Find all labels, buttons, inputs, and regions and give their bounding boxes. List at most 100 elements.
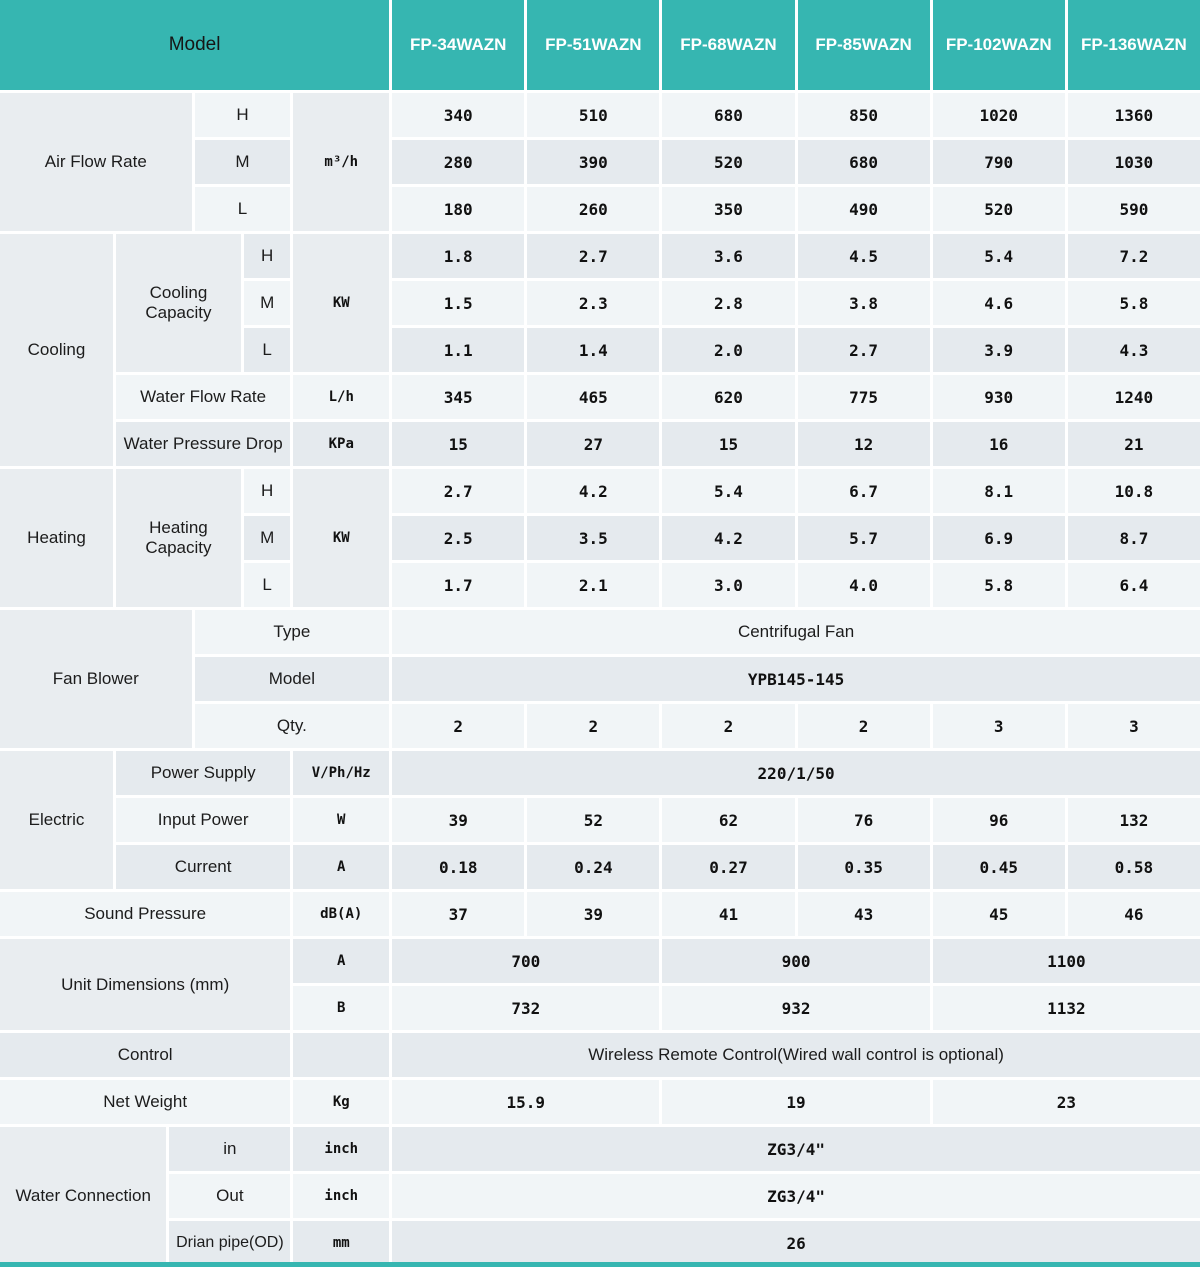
water-pressure-drop-row: Water Pressure Drop KPa 15 27 15 12 16 2…	[0, 422, 1200, 466]
section-label-fan-blower: Fan Blower	[0, 610, 192, 748]
value-cell: 10.8	[1067, 469, 1200, 513]
speed-label: M	[243, 281, 291, 325]
value-cell: 39	[527, 892, 660, 936]
value-cell: 0.18	[392, 845, 525, 889]
speed-label: L	[243, 563, 291, 607]
value-cell: 1.5	[392, 281, 525, 325]
power-supply-value: 220/1/50	[392, 751, 1200, 795]
value-cell: 132	[1067, 798, 1200, 842]
value-cell: 19	[662, 1080, 930, 1124]
section-label-water-connection: Water Connection	[0, 1127, 167, 1265]
speed-label: M	[194, 140, 291, 184]
heating-capacity-l-row: L 1.7 2.1 3.0 4.0 5.8 6.4	[0, 563, 1200, 607]
value-cell: 590	[1067, 187, 1200, 231]
value-cell: 1030	[1067, 140, 1200, 184]
unit-cell-lh: L/h	[293, 375, 390, 419]
value-cell: 0.45	[932, 845, 1065, 889]
fan-type-row: Fan Blower Type Centrifugal Fan	[0, 610, 1200, 748]
value-cell: 96	[932, 798, 1065, 842]
value-cell: 15.9	[392, 1080, 660, 1124]
value-cell: 680	[662, 93, 795, 137]
value-cell: 16	[932, 422, 1065, 466]
param-label-current: Current	[115, 845, 291, 889]
value-cell: 4.5	[797, 234, 930, 278]
section-label-electric: Electric	[0, 751, 113, 889]
value-cell: 790	[932, 140, 1065, 184]
unit-cell-inch: inch	[293, 1127, 390, 1171]
param-label-fan-type: Type	[194, 610, 390, 654]
value-cell: 2	[662, 704, 795, 748]
dim-label-b: B	[293, 986, 390, 1030]
value-cell: 27	[527, 422, 660, 466]
header-row: Model FP-34WAZN FP-51WAZN FP-68WAZN FP-8…	[0, 0, 1200, 90]
net-weight-row: Net Weight Kg 15.9 19 23	[0, 1080, 1200, 1124]
param-label-input-power: Input Power	[115, 798, 291, 842]
value-cell: 15	[392, 422, 525, 466]
water-in-row: Water Connection in inch ZG3/4"	[0, 1127, 1200, 1265]
value-cell: 0.58	[1067, 845, 1200, 889]
value-cell: 1132	[932, 986, 1200, 1030]
value-cell: 850	[797, 93, 930, 137]
value-cell: 3.5	[527, 516, 660, 560]
value-cell: 5.7	[797, 516, 930, 560]
value-cell: 520	[662, 140, 795, 184]
speed-label: L	[243, 328, 291, 372]
value-cell: 4.2	[662, 516, 795, 560]
unit-cell-inch: inch	[293, 1174, 390, 1218]
unit-cell-kg: Kg	[293, 1080, 390, 1124]
cooling-capacity-h-row: Cooling Cooling Capacity H KW 1.8 2.7 3.…	[0, 234, 1200, 466]
value-cell: 465	[527, 375, 660, 419]
cooling-capacity-m-row: M 1.5 2.3 2.8 3.8 4.6 5.8	[0, 281, 1200, 325]
unit-cell-m3h: m³/h	[293, 93, 390, 231]
cooling-capacity-l-row: L 1.1 1.4 2.0 2.7 3.9 4.3	[0, 328, 1200, 372]
value-cell: 8.1	[932, 469, 1065, 513]
value-cell: 3.9	[932, 328, 1065, 372]
value-cell: 43	[797, 892, 930, 936]
value-cell: 2	[527, 704, 660, 748]
control-row: Control Wireless Remote Control(Wired wa…	[0, 1033, 1200, 1077]
empty-unit-cell	[293, 1033, 390, 1077]
water-out-value: ZG3/4"	[392, 1174, 1200, 1218]
value-cell: 1.7	[392, 563, 525, 607]
model-header-label: Model	[0, 0, 390, 90]
section-label-air-flow-rate: Air Flow Rate	[0, 93, 192, 231]
value-cell: 260	[527, 187, 660, 231]
value-cell: 0.24	[527, 845, 660, 889]
speed-label: M	[243, 516, 291, 560]
dimension-b-row: B 732 932 1132	[0, 986, 1200, 1030]
value-cell: 900	[662, 939, 930, 983]
unit-cell-kw: KW	[293, 234, 390, 372]
sound-pressure-row: Sound Pressure dB(A) 37 39 41 43 45 46	[0, 892, 1200, 936]
value-cell: 0.27	[662, 845, 795, 889]
value-cell: 2.1	[527, 563, 660, 607]
fan-model-row: Model YPB145-145	[0, 657, 1200, 701]
value-cell: 45	[932, 892, 1065, 936]
section-label-cooling: Cooling	[0, 234, 113, 466]
value-cell: 12	[797, 422, 930, 466]
value-cell: 6.9	[932, 516, 1065, 560]
value-cell: 0.35	[797, 845, 930, 889]
value-cell: 345	[392, 375, 525, 419]
value-cell: 23	[932, 1080, 1200, 1124]
dim-label-a: A	[293, 939, 390, 983]
value-cell: 1.4	[527, 328, 660, 372]
water-flow-rate-row: Water Flow Rate L/h 345 465 620 775 930 …	[0, 375, 1200, 419]
value-cell: 340	[392, 93, 525, 137]
value-cell: 2	[797, 704, 930, 748]
col-header-fp-102wazn: FP-102WAZN	[932, 0, 1065, 90]
param-label-water-in: in	[169, 1127, 291, 1171]
unit-cell-w: W	[293, 798, 390, 842]
bottom-accent-bar	[0, 1262, 1200, 1267]
value-cell: 2.5	[392, 516, 525, 560]
value-cell: 4.0	[797, 563, 930, 607]
heating-capacity-h-row: Heating Heating Capacity H KW 2.7 4.2 5.…	[0, 469, 1200, 607]
value-cell: 2.3	[527, 281, 660, 325]
unit-cell-mm: mm	[293, 1221, 390, 1265]
speed-label: H	[243, 469, 291, 513]
value-cell: 180	[392, 187, 525, 231]
value-cell: 5.4	[932, 234, 1065, 278]
value-cell: 4.3	[1067, 328, 1200, 372]
param-label-fan-model: Model	[194, 657, 390, 701]
unit-cell-kpa: KPa	[293, 422, 390, 466]
value-cell: 2.7	[392, 469, 525, 513]
